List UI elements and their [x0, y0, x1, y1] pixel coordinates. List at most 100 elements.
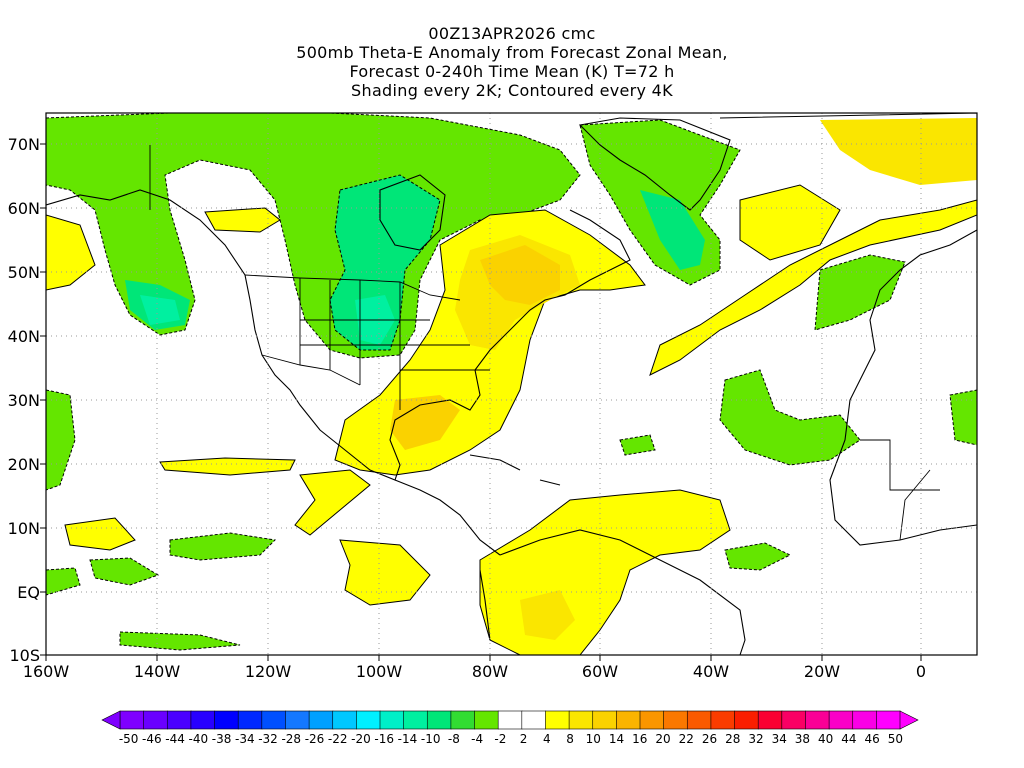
colorbar-label: -14 [398, 732, 418, 746]
colorbar-right-arrow [899, 710, 919, 730]
coastline-central-america [394, 479, 501, 556]
title-shading: Shading every 2K; Contoured every 4K [351, 81, 673, 100]
colorbar-label: -34 [235, 732, 255, 746]
colorbar-swatch [781, 710, 807, 730]
coastline-north-america [46, 189, 631, 481]
colorbar-label: -22 [328, 732, 348, 746]
title-field: 500mb Theta-E Anomaly from Forecast Zona… [296, 43, 728, 62]
lat-label-60n: 60N [7, 199, 40, 218]
colorbar-label: -46 [142, 732, 162, 746]
lat-label-40n: 40N [7, 327, 40, 346]
colorbar-label: -28 [281, 732, 301, 746]
positive-anomaly-pacific-west [46, 214, 96, 291]
colorbar-label: -38 [212, 732, 232, 746]
colorbar-swatch [852, 710, 877, 730]
colorbar-label: 34 [772, 732, 787, 746]
colorbar-swatch [734, 710, 759, 730]
colorbar-swatch [426, 710, 452, 730]
colorbar-label: 2 [520, 732, 528, 746]
colorbar-swatch [686, 710, 712, 730]
colorbar-swatch [214, 710, 239, 730]
lon-label-0: 0 [915, 662, 927, 681]
colorbar-label: 22 [679, 732, 694, 746]
lat-label-eq: EQ [17, 583, 40, 602]
colorbar-label: 38 [795, 732, 810, 746]
coastlines [46, 117, 977, 655]
negative-anomaly-tropics-1 [169, 532, 277, 561]
colorbar: -50 -46 -44 -40 -38 -34 -32 -28 -26 -22 -20 -16 -14-… [101, 710, 919, 746]
grid-lines [46, 113, 977, 655]
positive-anomaly-tropical-2 [294, 469, 371, 536]
colorbar-swatch [497, 710, 523, 730]
negative-anomaly-tropics-5 [814, 254, 906, 331]
colorbar-swatch [166, 710, 192, 730]
lon-label-140w: 140W [133, 662, 181, 681]
colorbar-swatch [521, 710, 547, 730]
colorbar-label: 28 [725, 732, 740, 746]
positive-anomaly-tropical-1 [159, 457, 296, 476]
colorbar-swatch [379, 710, 405, 730]
colorbar-label: 40 [818, 732, 833, 746]
positive-anomaly-west [204, 207, 281, 233]
negative-anomaly-tropics-2 [89, 557, 160, 586]
colorbar-swatch [616, 710, 641, 730]
border-us-mexico [261, 354, 361, 386]
colorbar-swatch [237, 710, 263, 730]
colorbar-swatch [285, 710, 310, 730]
positive-anomaly-gulf [390, 395, 460, 450]
colorbar-swatch [403, 710, 428, 730]
colorbar-label: 8 [566, 732, 574, 746]
colorbar-label: -20 [351, 732, 371, 746]
lat-label-10s: 10S [9, 646, 40, 665]
colorbar-swatch [308, 710, 334, 730]
negative-anomaly-tropics-6 [949, 389, 977, 446]
colorbar-label: -40 [189, 732, 209, 746]
positive-anomaly-tropical-4 [339, 539, 431, 606]
positive-anomaly-tropical-3 [64, 517, 136, 551]
colorbar-swatch [474, 710, 499, 730]
colorbar-label: -2 [494, 732, 506, 746]
colorbar-label: 14 [609, 732, 624, 746]
colorbar-label: 20 [655, 732, 670, 746]
negative-anomaly-tropics-3 [719, 369, 861, 466]
lon-label-40w: 40W [692, 662, 730, 681]
colorbar-swatch [639, 710, 665, 730]
colorbar-swatch [876, 710, 901, 730]
colorbar-swatch [261, 710, 287, 730]
colorbar-label: -50 [119, 732, 139, 746]
colorbar-label: 46 [865, 732, 880, 746]
colorbar-label: 4 [543, 732, 551, 746]
colorbar-label: 32 [748, 732, 763, 746]
colorbar-swatch [143, 710, 168, 730]
positive-anomaly-south-america-10 [520, 590, 575, 640]
positive-anomaly-arctic [649, 113, 977, 376]
coastline-europe-africa [829, 229, 977, 546]
colorbar-label: 26 [702, 732, 717, 746]
colorbar-label: -44 [165, 732, 185, 746]
lat-label-50n: 50N [7, 263, 40, 282]
political-borders [149, 145, 940, 541]
border-africa [860, 439, 940, 541]
colorbar-swatch [119, 710, 145, 730]
title-forecast: Forecast 0-240h Time Mean (K) T=72 h [349, 62, 675, 81]
colorbar-label: 10 [586, 732, 601, 746]
lon-label-60w: 60W [581, 662, 619, 681]
coastline-hudson-bay [379, 174, 446, 251]
border-us-canada [244, 274, 461, 301]
negative-anomaly-tropics-10 [619, 434, 656, 456]
colorbar-swatch [356, 710, 381, 730]
colorbar-swatch [568, 710, 594, 730]
lat-label-30n: 30N [7, 391, 40, 410]
coastline-caribbean [469, 454, 561, 486]
colorbar-label: -16 [374, 732, 394, 746]
negative-anomaly-tropics-4 [46, 389, 76, 491]
negative-anomaly-tropics-8 [119, 631, 241, 651]
colorbar-label: -10 [421, 732, 441, 746]
colorbar-label: -26 [305, 732, 325, 746]
colorbar-swatch [663, 710, 688, 730]
negative-anomaly-tropics-9 [46, 567, 81, 596]
colorbar-label: -8 [448, 732, 460, 746]
lon-label-20w: 20W [803, 662, 841, 681]
colorbar-label: -4 [471, 732, 483, 746]
negative-anomaly-pacific-min [140, 295, 180, 325]
